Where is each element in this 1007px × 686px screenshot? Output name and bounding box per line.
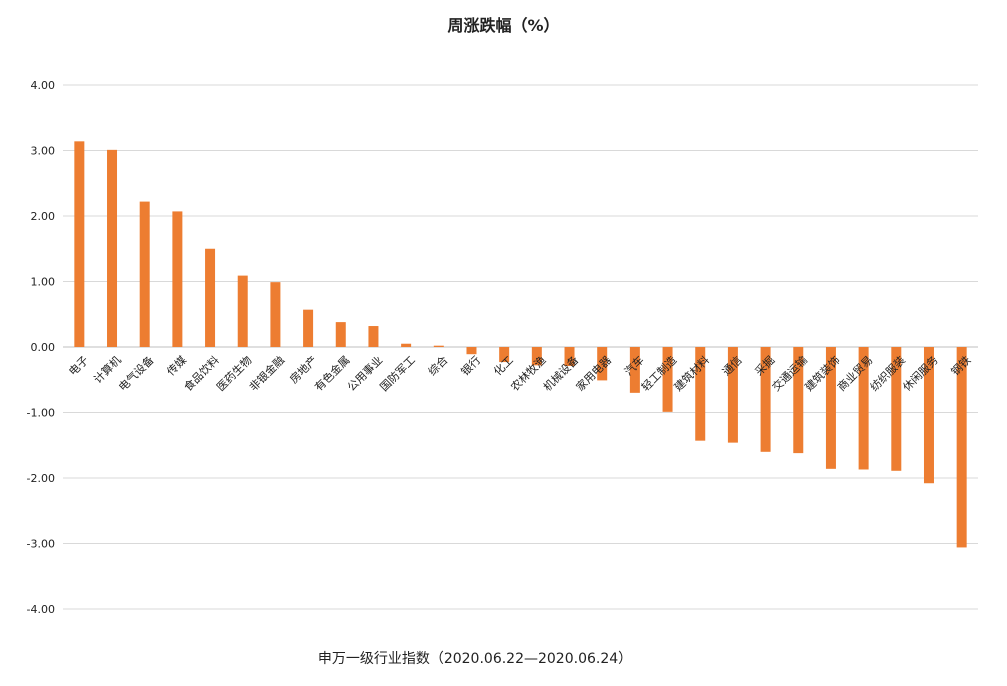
y-tick-label: 0.00 xyxy=(31,341,56,354)
category-label: 家用电器 xyxy=(573,353,614,394)
bar xyxy=(825,347,836,469)
bar xyxy=(858,347,869,470)
bar xyxy=(205,248,216,347)
category-label: 农林牧渔 xyxy=(508,353,549,394)
category-label: 休闲服务 xyxy=(900,353,941,394)
bar xyxy=(401,343,412,347)
gridlines xyxy=(63,84,978,610)
category-label: 食品饮料 xyxy=(181,353,222,394)
category-label: 商业贸易 xyxy=(834,353,875,394)
category-label: 交通运输 xyxy=(769,353,810,394)
y-tick-label: -3.00 xyxy=(27,538,55,551)
category-label: 轻工制造 xyxy=(638,353,679,394)
category-label: 化工 xyxy=(490,353,515,378)
category-label: 有色金属 xyxy=(312,353,353,394)
bar xyxy=(107,149,118,347)
bar xyxy=(237,275,248,347)
category-label: 采掘 xyxy=(752,353,777,378)
bar xyxy=(466,347,477,355)
bar xyxy=(74,141,85,347)
bar xyxy=(793,347,804,454)
bar xyxy=(335,322,346,347)
category-label: 公用事业 xyxy=(345,354,385,394)
bar xyxy=(891,347,902,471)
y-tick-label: -1.00 xyxy=(27,407,55,420)
category-label: 钢铁 xyxy=(949,354,974,379)
category-label: 传媒 xyxy=(164,354,189,379)
bar xyxy=(956,347,967,548)
bar xyxy=(270,282,281,347)
bar xyxy=(499,347,510,363)
bar xyxy=(597,347,608,381)
category-label: 医药生物 xyxy=(213,353,254,394)
category-label: 电气设备 xyxy=(115,353,156,394)
bar xyxy=(662,347,673,412)
category-label: 电子 xyxy=(66,354,91,379)
category-label: 建筑材料 xyxy=(671,353,712,394)
category-label: 综合 xyxy=(425,353,450,378)
y-tick-label: 1.00 xyxy=(31,276,56,289)
category-label: 汽车 xyxy=(621,353,646,378)
bar xyxy=(760,347,771,452)
category-label: 银行 xyxy=(458,353,483,378)
y-tick-label: -2.00 xyxy=(27,472,55,485)
category-label: 机械设备 xyxy=(540,353,581,394)
bar xyxy=(923,347,934,484)
y-tick-label: 2.00 xyxy=(31,210,56,223)
bars xyxy=(74,141,967,548)
category-label: 纺织服装 xyxy=(867,353,908,394)
bar xyxy=(433,345,444,347)
y-axis-ticks: 4.00 3.00 2.00 1.00 0.00 -1.00 -2.00 -3.00 -4.00 xyxy=(27,79,55,616)
y-tick-label: 4.00 xyxy=(31,79,56,92)
category-label: 建筑装饰 xyxy=(802,353,843,394)
y-tick-label: 3.00 xyxy=(31,145,56,158)
bar xyxy=(531,347,542,366)
bar xyxy=(303,309,314,347)
category-label: 通信 xyxy=(720,354,745,379)
x-axis-caption: 申万一级行业指数（2020.06.22—2020.06.24） xyxy=(317,651,633,667)
bar xyxy=(172,211,183,347)
category-label: 国防军工 xyxy=(377,353,418,394)
bar xyxy=(629,347,640,393)
bar xyxy=(368,326,379,347)
bar xyxy=(139,201,150,347)
bar xyxy=(727,347,738,443)
y-tick-label: -4.00 xyxy=(27,603,55,616)
category-label: 非银金融 xyxy=(246,353,287,394)
bar xyxy=(695,347,706,441)
chart-title: 周涨跌幅（%） xyxy=(447,16,560,35)
bar xyxy=(564,347,575,366)
